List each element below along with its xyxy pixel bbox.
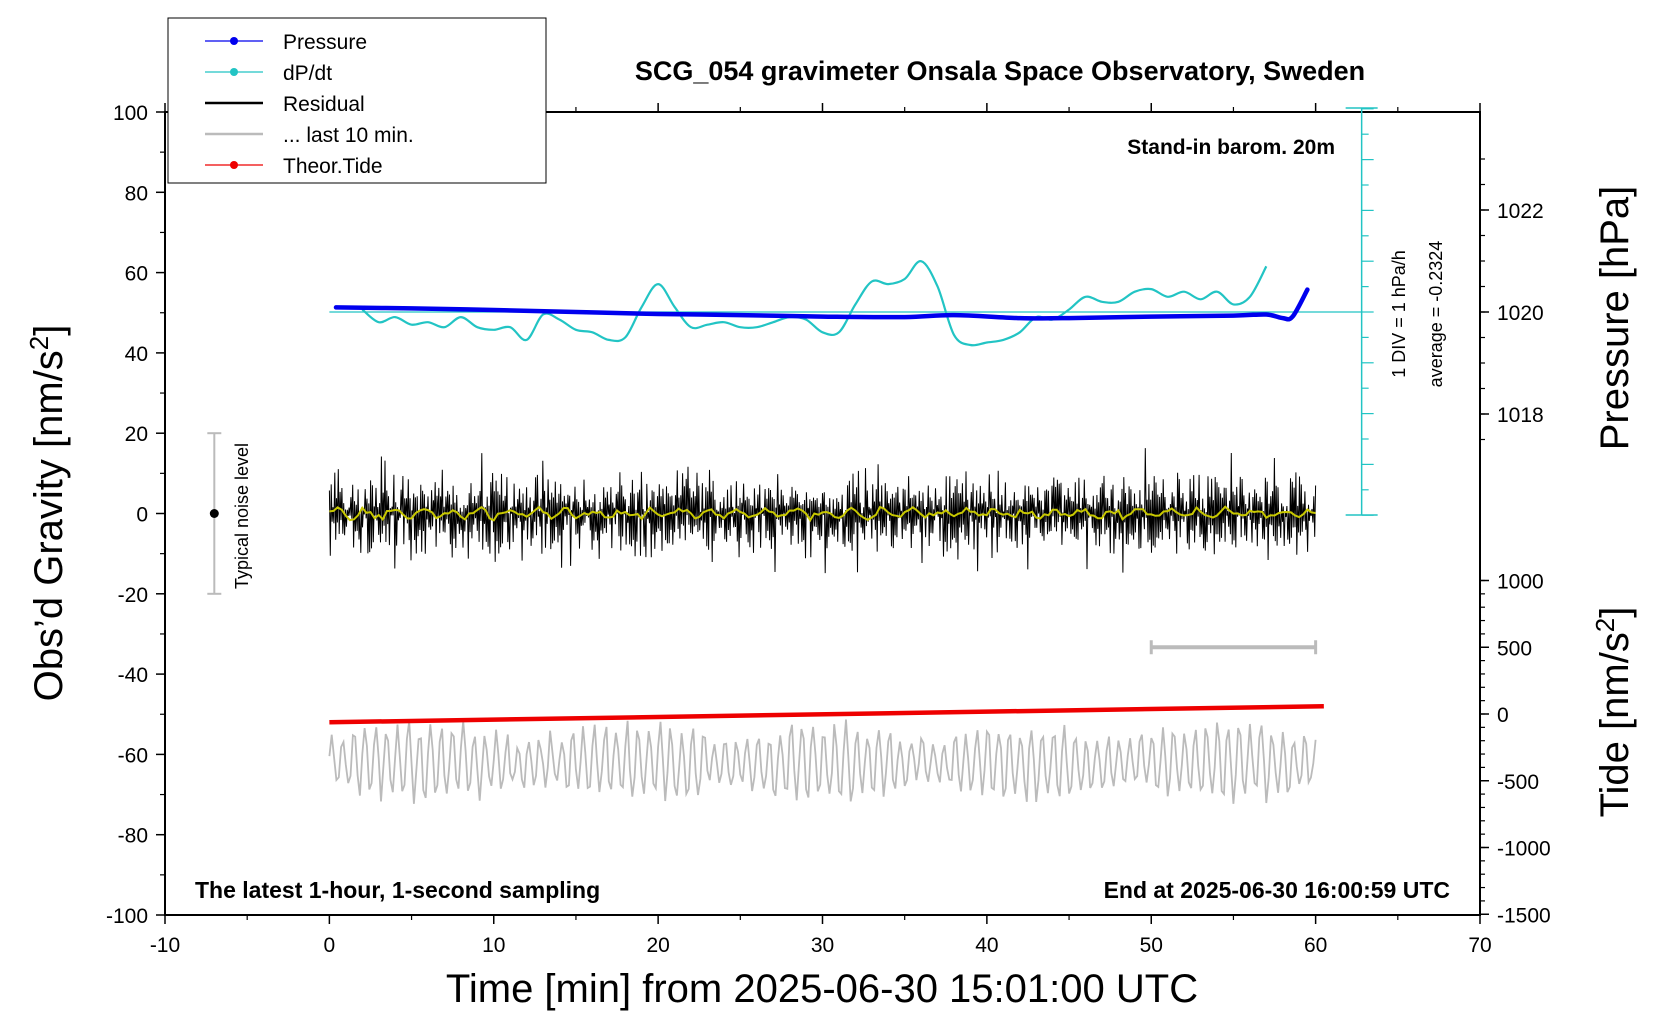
x-tick-label: 40 <box>975 934 998 957</box>
legend: Pressure dP/dt Residual ... last 10 min. The… <box>167 17 547 184</box>
y-tick-label: 20 <box>125 423 148 446</box>
pressure-tick-label: 1022 <box>1497 200 1544 223</box>
y-tick-label: 100 <box>113 102 148 125</box>
residual-smoothed-line <box>329 505 1316 523</box>
axis-ticks: -10 0 10 20 30 40 50 60 70100806040200-20-40-60-… <box>106 102 1551 957</box>
x-tick-label: 30 <box>811 934 834 957</box>
y-tick-label: -20 <box>118 584 148 607</box>
last-10-min-series <box>328 719 1317 804</box>
last-10-min-line <box>328 719 1317 804</box>
legend-marker <box>230 37 238 45</box>
x-tick-label: 10 <box>482 934 505 957</box>
legend-label: Theor.Tide <box>283 155 383 178</box>
y-tick-label: 60 <box>125 263 148 286</box>
tide-tick-label: -1000 <box>1497 838 1551 861</box>
tide-tick-label: 500 <box>1497 637 1532 660</box>
legend-label: dP/dt <box>283 62 332 85</box>
div-label: 1 DIV = 1 hPa/h <box>1389 250 1409 378</box>
average-label: average = -0.2324 <box>1426 241 1446 388</box>
y-tick-label: 40 <box>125 343 148 366</box>
end-time-note: End at 2025-06-30 16:00:59 UTC <box>1104 877 1450 903</box>
legend-label: Pressure <box>283 31 367 54</box>
y-tick-label: 80 <box>125 182 148 205</box>
x-tick-label: 20 <box>646 934 669 957</box>
y-tick-label: 0 <box>136 504 148 527</box>
x-tick-label: 0 <box>324 934 336 957</box>
y-tick-label: -60 <box>118 744 148 767</box>
x-tick-label: 50 <box>1140 934 1163 957</box>
x-tick-label: 60 <box>1304 934 1327 957</box>
y-tick-label: -80 <box>118 825 148 848</box>
pressure-tick-label: 1018 <box>1497 404 1544 427</box>
legend-label: Residual <box>283 93 365 116</box>
tide-tick-label: -1500 <box>1497 904 1551 927</box>
y-axis-label-tide: Tide [nm/s2] <box>1590 607 1637 818</box>
tide-series <box>329 703 1324 725</box>
tide-tick-label: 0 <box>1497 704 1509 727</box>
pressure-line <box>333 287 1310 322</box>
tide-tick-label: 1000 <box>1497 571 1544 594</box>
pressure-series <box>333 287 1310 322</box>
tide-tick-label: -500 <box>1497 771 1539 794</box>
barometer-note: Stand-in barom. 20m <box>1127 136 1335 159</box>
x-tick-label: 70 <box>1468 934 1491 957</box>
x-tick-label: -10 <box>150 934 180 957</box>
y-axis-label-left: Obs’d Gravity [nm/s2] <box>24 325 71 702</box>
y-tick-label: -40 <box>118 664 148 687</box>
noise-level-center-dot <box>209 509 219 518</box>
noise-level-label: Typical noise level <box>232 443 252 589</box>
legend-box <box>167 17 547 184</box>
x-axis-label: Time [min] from 2025-06-30 15:01:00 UTC <box>446 967 1198 1011</box>
chart-title: SCG_054 gravimeter Onsala Space Observat… <box>635 56 1365 86</box>
dpdt-line <box>361 260 1268 347</box>
residual-series <box>328 448 1317 574</box>
pressure-tick-label: 1020 <box>1497 302 1544 325</box>
legend-marker <box>230 68 238 76</box>
legend-label: ... last 10 min. <box>283 124 414 147</box>
chart-decorations <box>207 432 1318 655</box>
tide-line <box>329 703 1324 725</box>
y-axis-label-pressure: Pressure [hPa] <box>1593 186 1637 451</box>
legend-marker <box>230 161 238 169</box>
y-tick-label: -100 <box>106 905 148 928</box>
sampling-note: The latest 1-hour, 1-second sampling <box>195 877 600 903</box>
